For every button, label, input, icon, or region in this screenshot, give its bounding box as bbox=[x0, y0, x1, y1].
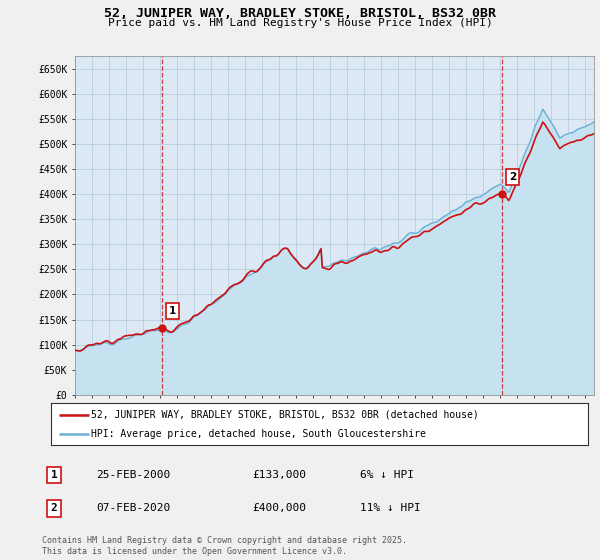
Text: £133,000: £133,000 bbox=[252, 470, 306, 480]
Text: 07-FEB-2020: 07-FEB-2020 bbox=[96, 503, 170, 514]
Text: 11% ↓ HPI: 11% ↓ HPI bbox=[360, 503, 421, 514]
Text: 25-FEB-2000: 25-FEB-2000 bbox=[96, 470, 170, 480]
Text: 52, JUNIPER WAY, BRADLEY STOKE, BRISTOL, BS32 0BR: 52, JUNIPER WAY, BRADLEY STOKE, BRISTOL,… bbox=[104, 7, 496, 20]
Text: 6% ↓ HPI: 6% ↓ HPI bbox=[360, 470, 414, 480]
Text: 2: 2 bbox=[50, 503, 58, 514]
Text: Contains HM Land Registry data © Crown copyright and database right 2025.
This d: Contains HM Land Registry data © Crown c… bbox=[42, 536, 407, 556]
Text: Price paid vs. HM Land Registry's House Price Index (HPI): Price paid vs. HM Land Registry's House … bbox=[107, 18, 493, 29]
Text: 52, JUNIPER WAY, BRADLEY STOKE, BRISTOL, BS32 0BR (detached house): 52, JUNIPER WAY, BRADLEY STOKE, BRISTOL,… bbox=[91, 409, 479, 419]
Text: 1: 1 bbox=[169, 306, 176, 316]
Text: 2: 2 bbox=[509, 172, 516, 182]
Text: £400,000: £400,000 bbox=[252, 503, 306, 514]
Text: HPI: Average price, detached house, South Gloucestershire: HPI: Average price, detached house, Sout… bbox=[91, 429, 426, 439]
Text: 1: 1 bbox=[50, 470, 58, 480]
